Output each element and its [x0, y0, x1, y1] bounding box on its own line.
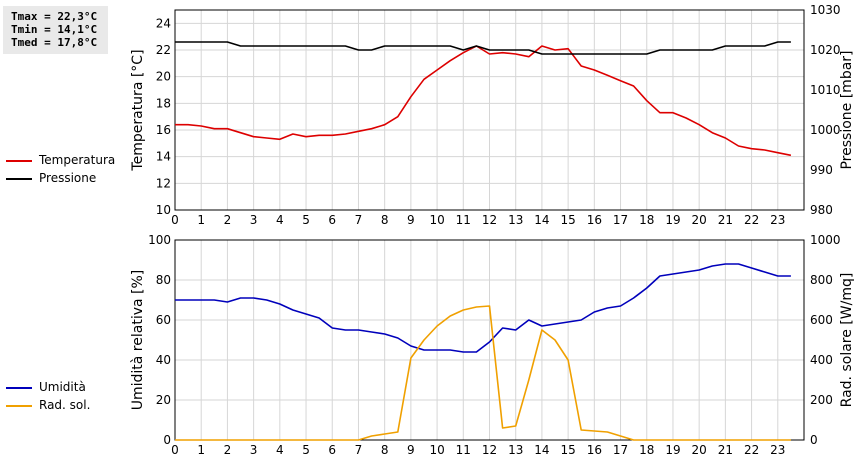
bottom-y2tick-label: 800 — [810, 273, 833, 287]
top-xtick-label: 10 — [429, 213, 444, 227]
bottom-left-axis-title: Umidità relativa [%] — [130, 270, 146, 411]
bottom-xtick-label: 3 — [250, 443, 258, 457]
bottom-xtick-label: 17 — [613, 443, 628, 457]
bottom-series-rad-sol-line — [175, 305, 791, 441]
bottom-xtick-label: 22 — [744, 443, 759, 457]
top-y2tick-label: 1010 — [810, 83, 841, 97]
bottom-xtick-label: 12 — [482, 443, 497, 457]
stats-tmed: Tmed = 17,8°C — [11, 36, 98, 49]
top-ytick-label: 14 — [156, 150, 171, 164]
top-ytick-label: 24 — [156, 16, 171, 30]
top-xtick-label: 2 — [224, 213, 232, 227]
top-xtick-label: 13 — [508, 213, 523, 227]
top-y2tick-label: 1030 — [810, 3, 841, 17]
bottom-xtick-label: 21 — [718, 443, 733, 457]
top-ytick-label: 22 — [156, 43, 171, 57]
top-xtick-label: 16 — [587, 213, 602, 227]
top-xtick-label: 4 — [276, 213, 284, 227]
top-ytick-label: 12 — [156, 176, 171, 190]
top-xtick-label: 0 — [171, 213, 179, 227]
top-right-axis-title: Pressione [mbar] — [839, 50, 855, 169]
legend-swatch-umidita — [6, 387, 32, 389]
top-xtick-label: 15 — [560, 213, 575, 227]
bottom-xtick-label: 9 — [407, 443, 415, 457]
top-y2tick-label: 980 — [810, 203, 833, 217]
bottom-xtick-label: 14 — [534, 443, 549, 457]
legend-label-pressione: Pressione — [39, 171, 97, 185]
bottom-xtick-label: 11 — [456, 443, 471, 457]
top-y2tick-label: 1020 — [810, 43, 841, 57]
top-xtick-label: 19 — [665, 213, 680, 227]
legend-swatch-pressione — [6, 178, 32, 180]
stats-box: Tmax = 22,3°C Tmin = 14,1°C Tmed = 17,8°… — [3, 6, 108, 54]
bottom-ytick-label: 100 — [148, 233, 171, 247]
bottom-y2tick-label: 600 — [810, 313, 833, 327]
bottom-ytick-label: 0 — [163, 433, 171, 447]
legend-label-umidita: Umidità — [39, 380, 86, 394]
top-ytick-label: 20 — [156, 70, 171, 84]
bottom-xtick-label: 16 — [587, 443, 602, 457]
bottom-xtick-label: 6 — [328, 443, 336, 457]
bottom-xtick-label: 8 — [381, 443, 389, 457]
bottom-xtick-label: 5 — [302, 443, 310, 457]
top-xtick-label: 18 — [639, 213, 654, 227]
bottom-xtick-label: 4 — [276, 443, 284, 457]
top-ytick-label: 10 — [156, 203, 171, 217]
top-series-pressione-line — [175, 41, 791, 55]
legend-swatch-temperatura — [6, 160, 32, 162]
top-xtick-label: 22 — [744, 213, 759, 227]
bottom-y2tick-label: 400 — [810, 353, 833, 367]
bottom-plot-frame — [174, 239, 805, 441]
top-plot-frame — [174, 9, 805, 211]
stats-tmin: Tmin = 14,1°C — [11, 23, 98, 36]
top-xtick-label: 5 — [302, 213, 310, 227]
legend-label-temperatura: Temperatura — [39, 153, 116, 167]
bottom-y2tick-label: 0 — [810, 433, 818, 447]
bottom-xtick-label: 10 — [429, 443, 444, 457]
bottom-xtick-label: 13 — [508, 443, 523, 457]
top-y2tick-label: 990 — [810, 163, 833, 177]
top-xtick-label: 21 — [718, 213, 733, 227]
top-xtick-label: 6 — [328, 213, 336, 227]
bottom-xtick-label: 1 — [197, 443, 205, 457]
top-ytick-label: 16 — [156, 123, 171, 137]
top-xtick-label: 11 — [456, 213, 471, 227]
bottom-ytick-label: 20 — [156, 393, 171, 407]
bottom-xtick-label: 19 — [665, 443, 680, 457]
bottom-y2tick-label: 200 — [810, 393, 833, 407]
bottom-y2tick-label: 1000 — [810, 233, 841, 247]
bottom-xtick-label: 15 — [560, 443, 575, 457]
bottom-ytick-label: 40 — [156, 353, 171, 367]
legend-label-rad-sol: Rad. sol. — [39, 398, 91, 412]
top-xtick-label: 9 — [407, 213, 415, 227]
top-xtick-label: 12 — [482, 213, 497, 227]
top-xtick-label: 1 — [197, 213, 205, 227]
bottom-xtick-label: 2 — [224, 443, 232, 457]
bottom-xtick-label: 23 — [770, 443, 785, 457]
top-xtick-label: 23 — [770, 213, 785, 227]
top-y2tick-label: 1000 — [810, 123, 841, 137]
top-xtick-label: 17 — [613, 213, 628, 227]
top-xtick-label: 14 — [534, 213, 549, 227]
top-xtick-label: 7 — [355, 213, 363, 227]
bottom-xtick-label: 18 — [639, 443, 654, 457]
bottom-xtick-label: 7 — [355, 443, 363, 457]
bottom-series-umidit-line — [175, 263, 791, 353]
bottom-ytick-label: 80 — [156, 273, 171, 287]
bottom-ytick-label: 60 — [156, 313, 171, 327]
top-ytick-label: 18 — [156, 96, 171, 110]
bottom-xtick-label: 0 — [171, 443, 179, 457]
top-xtick-label: 3 — [250, 213, 258, 227]
stats-tmax: Tmax = 22,3°C — [11, 10, 98, 23]
top-left-axis-title: Temperatura [°C] — [130, 49, 146, 171]
top-xtick-label: 20 — [692, 213, 707, 227]
bottom-right-axis-title: Rad. solare [W/mq] — [839, 273, 855, 408]
top-series-temperatura-line — [175, 45, 792, 157]
legend-swatch-rad-sol — [6, 405, 32, 407]
bottom-xtick-label: 20 — [692, 443, 707, 457]
top-xtick-label: 8 — [381, 213, 389, 227]
